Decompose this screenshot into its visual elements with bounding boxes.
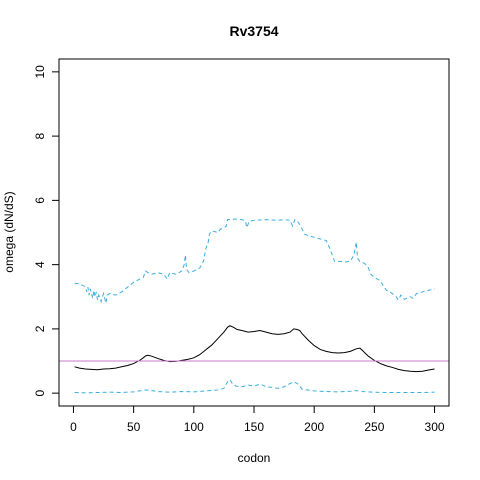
series-line-2 [74, 218, 435, 304]
x-tick-label: 250 [364, 420, 384, 434]
plot-content [59, 218, 449, 394]
axes: 0 50 100 150 200 250 300 0 2 4 6 8 10 [33, 58, 450, 434]
y-tick-label: 8 [33, 132, 47, 139]
plot-frame [58, 58, 450, 407]
y-tick-label: 0 [33, 389, 47, 396]
y-axis-label: omega (dN/dS) [2, 191, 16, 272]
y-tick-label: 6 [33, 197, 47, 204]
series-line-1 [74, 325, 435, 373]
x-tick-label: 100 [184, 420, 204, 434]
x-tick-label: 300 [425, 420, 445, 434]
x-tick-label: 50 [127, 420, 141, 434]
y-tick-label: 2 [33, 325, 47, 332]
y-tick-label: 10 [33, 65, 47, 79]
x-tick-label: 150 [244, 420, 264, 434]
x-tick-label: 0 [70, 420, 77, 434]
x-axis-label: codon [238, 451, 271, 465]
plot-area [59, 218, 449, 394]
x-tick-label: 200 [304, 420, 324, 434]
y-tick-label: 4 [33, 261, 47, 268]
series-line-3 [74, 378, 435, 394]
chart-title: Rv3754 [229, 23, 278, 39]
